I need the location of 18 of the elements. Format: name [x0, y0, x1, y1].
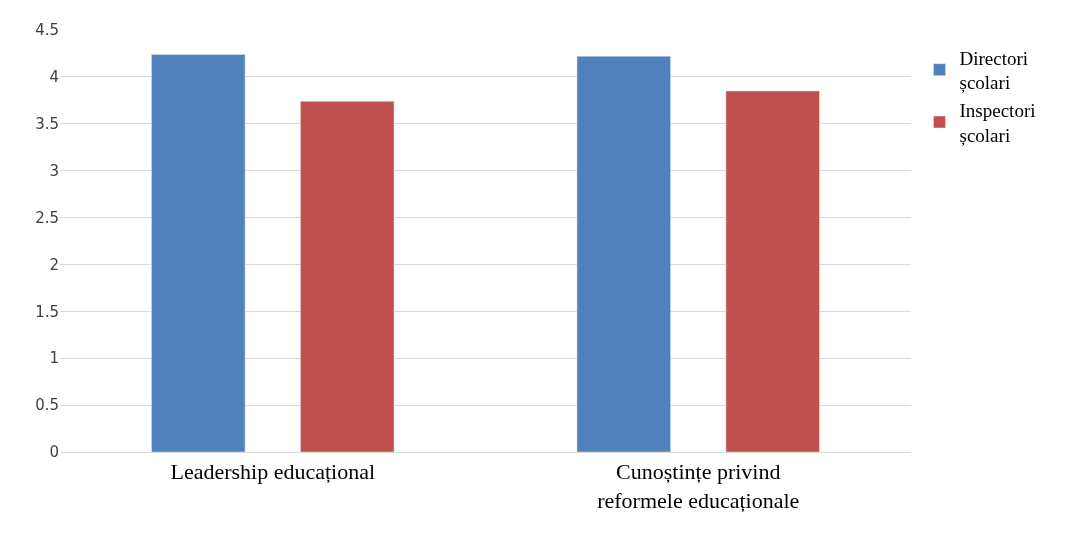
x-tick-label: Cunoștințe privind reformele educaționale: [597, 459, 800, 513]
legend-label: Directori școlari: [959, 47, 1029, 94]
bar: [725, 90, 820, 452]
legend-label: Inspectori școlari: [959, 100, 1036, 146]
bar: [576, 56, 671, 452]
y-tick-label: 3.5: [35, 115, 59, 134]
y-tick-label: 0.5: [35, 396, 59, 415]
y-tick-label: 2.5: [35, 208, 59, 227]
y-tick-label: 1: [49, 349, 59, 368]
y-tick-label: 0: [49, 443, 59, 462]
x-tick-label: Leadership educațional: [170, 459, 376, 485]
bar: [151, 54, 246, 452]
y-tick-label: 1.5: [35, 302, 59, 321]
y-tick-label: 4.5: [35, 21, 59, 40]
y-tick-label: 4: [49, 68, 59, 87]
y-tick-label: 3: [49, 161, 59, 180]
bar: [300, 101, 395, 452]
y-tick-label: 2: [49, 255, 59, 274]
